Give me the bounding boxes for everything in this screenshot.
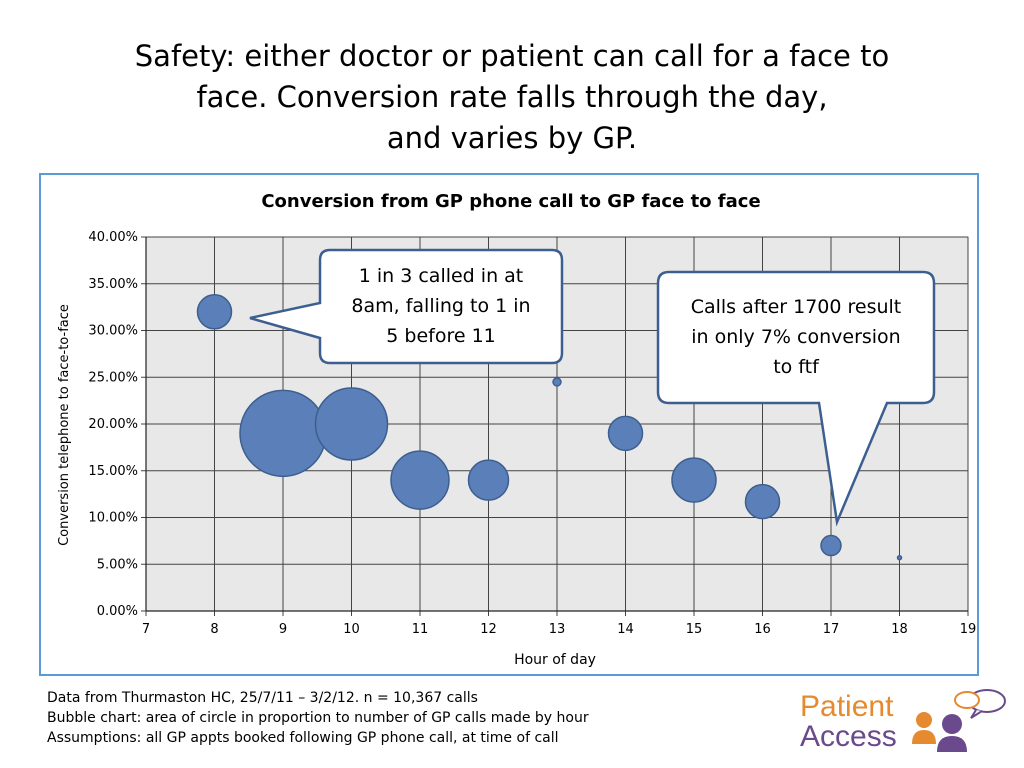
chart-frame: Conversion from GP phone call to GP face… [39, 173, 979, 676]
bubble-point [196, 294, 233, 330]
x-axis-label: Hour of day [514, 652, 596, 668]
logo-word-patient: Patient [800, 690, 894, 723]
x-tick-label: 18 [891, 622, 908, 637]
bubble-point [820, 534, 842, 557]
callout-line: 5 before 11 [386, 325, 496, 347]
y-tick-label: 40.00% [88, 230, 138, 245]
patient-access-logo: Patient Access [800, 688, 1010, 758]
x-tick-label: 13 [549, 622, 566, 637]
y-tick-label: 5.00% [97, 557, 138, 572]
x-tick-label: 10 [343, 622, 360, 637]
bubble-point [744, 483, 781, 520]
callout-1-bubble [249, 248, 564, 365]
y-tick-label: 15.00% [88, 464, 138, 479]
y-tick-label: 10.00% [88, 511, 138, 526]
x-tick-label: 14 [617, 622, 634, 637]
x-tick-label: 7 [142, 622, 150, 637]
x-tick-label: 11 [412, 622, 429, 637]
y-tick-label: 0.00% [97, 604, 138, 619]
bubble-point [467, 459, 510, 501]
logo-word-access: Access [800, 720, 897, 753]
y-tick-label: 20.00% [88, 417, 138, 432]
x-tick-label: 15 [686, 622, 703, 637]
bubble-point [671, 457, 717, 503]
x-tick-label: 19 [960, 622, 977, 637]
callout-2-bubble [656, 270, 936, 527]
bubble-point [896, 554, 903, 561]
callout-line: in only 7% conversion [691, 326, 901, 348]
callout-line: Calls after 1700 result [690, 296, 902, 318]
x-tick-label: 12 [480, 622, 497, 637]
y-tick-label: 35.00% [88, 277, 138, 292]
footer-line: Bubble chart: area of circle in proporti… [47, 710, 589, 726]
bubble-point [239, 389, 327, 478]
callout-2-text: Calls after 1700 result in only 7% conve… [658, 292, 934, 382]
x-tick-label: 9 [279, 622, 287, 637]
callout-line: 8am, falling to 1 in [351, 295, 531, 317]
bubble-point [607, 415, 644, 452]
bubble-point [314, 387, 389, 461]
x-tick-label: 17 [823, 622, 840, 637]
chart-title: Conversion from GP phone call to GP face… [261, 191, 760, 212]
callout-line: to ftf [773, 356, 819, 378]
x-tick-label: 16 [754, 622, 771, 637]
bubble-point [390, 450, 450, 510]
footer-line: Assumptions: all GP appts booked followi… [47, 730, 559, 746]
bubble-chart: Conversion from GP phone call to GP face… [57, 191, 977, 668]
callout-1-text: 1 in 3 called in at 8am, falling to 1 in… [320, 261, 562, 351]
title-line: Safety: either doctor or patient can cal… [134, 39, 890, 73]
title-line: face. Conversion rate falls through the … [196, 80, 828, 114]
title-line: and varies by GP. [386, 121, 638, 155]
slide-title: Safety: either doctor or patient can cal… [40, 36, 984, 159]
footer-notes: Data from Thurmaston HC, 25/7/11 – 3/2/1… [47, 688, 589, 748]
y-axis-label: Conversion telephone to face-to-face [57, 304, 72, 546]
x-tick-label: 8 [210, 622, 218, 637]
y-tick-label: 25.00% [88, 370, 138, 385]
bubble-point [552, 377, 562, 387]
callout-line: 1 in 3 called in at [358, 265, 524, 287]
y-tick-label: 30.00% [88, 324, 138, 339]
footer-line: Data from Thurmaston HC, 25/7/11 – 3/2/1… [47, 690, 478, 706]
people-speech-icon [912, 689, 1006, 752]
